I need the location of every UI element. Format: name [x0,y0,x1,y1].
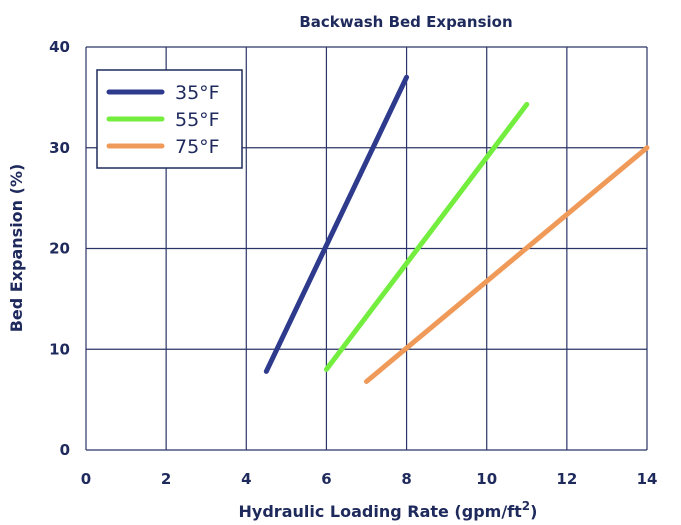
x-axis-label-main: Hydraulic Loading Rate (gpm/ft [239,502,523,521]
series-line [323,101,530,372]
y-axis-label: Bed Expansion (%) [7,164,26,333]
series-line [263,74,410,374]
legend-label: 75°F [175,136,220,158]
legend-label: 55°F [175,109,220,131]
x-axis-label-superscript: 2 [522,499,530,513]
x-axis-label-end: ) [530,502,537,521]
x-tick-label: 4 [241,470,251,488]
series-line [364,145,650,384]
x-tick-label: 12 [556,470,577,488]
y-tick-label: 30 [49,139,70,157]
x-tick-labels: 0 2 4 6 8 10 12 14 [81,470,658,488]
x-tick-label: 8 [401,470,411,488]
y-tick-label: 10 [49,340,70,358]
legend: 35°F 55°F 75°F [96,69,243,169]
legend-label: 35°F [175,82,220,104]
y-tick-labels: 0 10 20 30 40 [49,38,70,459]
x-tick-label: 14 [637,470,658,488]
series-lines [263,74,650,384]
y-tick-label: 0 [60,441,70,459]
x-tick-label: 10 [476,470,497,488]
y-tick-label: 40 [49,38,70,56]
x-tick-label: 6 [321,470,331,488]
chart-title: Backwash Bed Expansion [299,13,512,31]
x-tick-label: 2 [161,470,171,488]
x-tick-label: 0 [81,470,91,488]
x-axis-label: Hydraulic Loading Rate (gpm/ft2) [239,499,538,521]
y-tick-label: 20 [49,240,70,258]
